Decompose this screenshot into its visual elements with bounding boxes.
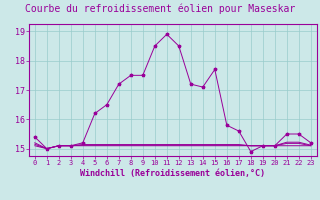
X-axis label: Windchill (Refroidissement éolien,°C): Windchill (Refroidissement éolien,°C) (80, 169, 265, 178)
Text: Courbe du refroidissement éolien pour Maseskar: Courbe du refroidissement éolien pour Ma… (25, 3, 295, 14)
